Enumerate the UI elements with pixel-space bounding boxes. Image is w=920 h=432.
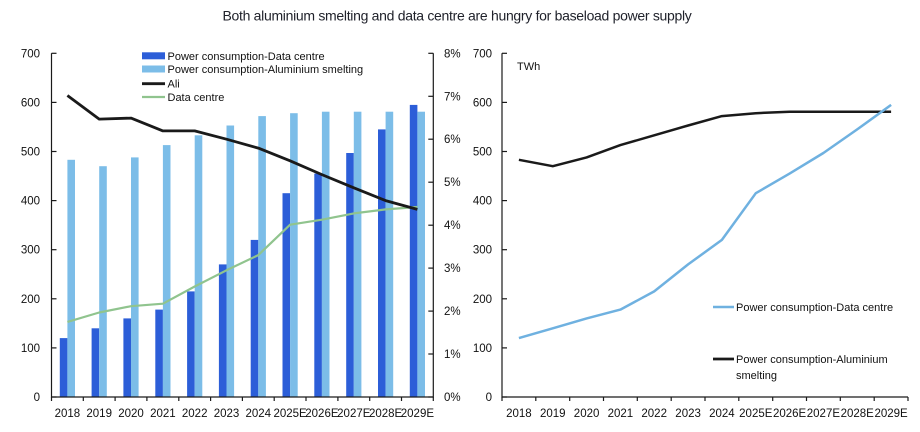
svg-text:2027E: 2027E: [807, 408, 841, 420]
svg-text:TWh: TWh: [517, 61, 540, 73]
svg-text:100: 100: [473, 343, 492, 355]
svg-text:400: 400: [21, 196, 40, 208]
svg-text:5%: 5%: [444, 177, 461, 189]
svg-text:2018: 2018: [506, 408, 532, 420]
svg-text:2023: 2023: [675, 408, 701, 420]
svg-text:2020: 2020: [118, 408, 144, 420]
svg-text:2%: 2%: [444, 306, 461, 318]
svg-text:200: 200: [21, 294, 40, 306]
svg-text:700: 700: [473, 48, 492, 60]
svg-text:2025E: 2025E: [739, 408, 773, 420]
svg-text:300: 300: [21, 245, 40, 257]
svg-text:2022: 2022: [182, 408, 208, 420]
svg-text:2021: 2021: [608, 408, 634, 420]
svg-text:0: 0: [34, 392, 40, 404]
svg-text:2026E: 2026E: [305, 408, 339, 420]
svg-text:Both aluminium smelting and da: Both aluminium smelting and data centre …: [222, 8, 691, 24]
svg-text:600: 600: [473, 97, 492, 109]
svg-text:2024: 2024: [709, 408, 735, 420]
svg-text:2022: 2022: [641, 408, 667, 420]
svg-text:500: 500: [473, 147, 492, 159]
svg-text:2029E: 2029E: [401, 408, 435, 420]
svg-text:3%: 3%: [444, 263, 461, 275]
svg-text:0%: 0%: [444, 392, 461, 404]
svg-text:1%: 1%: [444, 349, 461, 361]
svg-text:700: 700: [21, 48, 40, 60]
svg-text:2026E: 2026E: [773, 408, 807, 420]
svg-text:smelting: smelting: [736, 370, 777, 382]
svg-text:8%: 8%: [444, 48, 461, 60]
svg-text:6%: 6%: [444, 134, 461, 146]
svg-text:Data centre: Data centre: [168, 92, 225, 104]
svg-text:2028E: 2028E: [369, 408, 403, 420]
svg-text:200: 200: [473, 294, 492, 306]
svg-text:2029E: 2029E: [874, 408, 908, 420]
svg-text:2027E: 2027E: [337, 408, 371, 420]
svg-text:2023: 2023: [214, 408, 240, 420]
svg-text:300: 300: [473, 245, 492, 257]
svg-text:Power consumption-Data centre: Power consumption-Data centre: [736, 302, 893, 314]
svg-text:0: 0: [486, 392, 492, 404]
svg-text:7%: 7%: [444, 91, 461, 103]
svg-text:2020: 2020: [574, 408, 600, 420]
svg-text:2019: 2019: [86, 408, 112, 420]
svg-text:2025E: 2025E: [273, 408, 307, 420]
svg-text:100: 100: [21, 343, 40, 355]
svg-text:4%: 4%: [444, 220, 461, 232]
svg-text:2018: 2018: [55, 408, 81, 420]
svg-text:500: 500: [21, 147, 40, 159]
svg-text:400: 400: [473, 196, 492, 208]
svg-text:Power consumption-Data centre: Power consumption-Data centre: [168, 51, 325, 63]
svg-text:Power consumption-Aluminium sm: Power consumption-Aluminium smelting: [168, 64, 364, 76]
svg-text:2021: 2021: [150, 408, 176, 420]
svg-text:600: 600: [21, 97, 40, 109]
svg-text:Power consumption-Aluminium: Power consumption-Aluminium: [736, 354, 888, 366]
svg-text:2028E: 2028E: [841, 408, 875, 420]
svg-text:2024: 2024: [246, 408, 272, 420]
svg-text:Ali: Ali: [168, 79, 180, 91]
svg-text:2019: 2019: [540, 408, 566, 420]
